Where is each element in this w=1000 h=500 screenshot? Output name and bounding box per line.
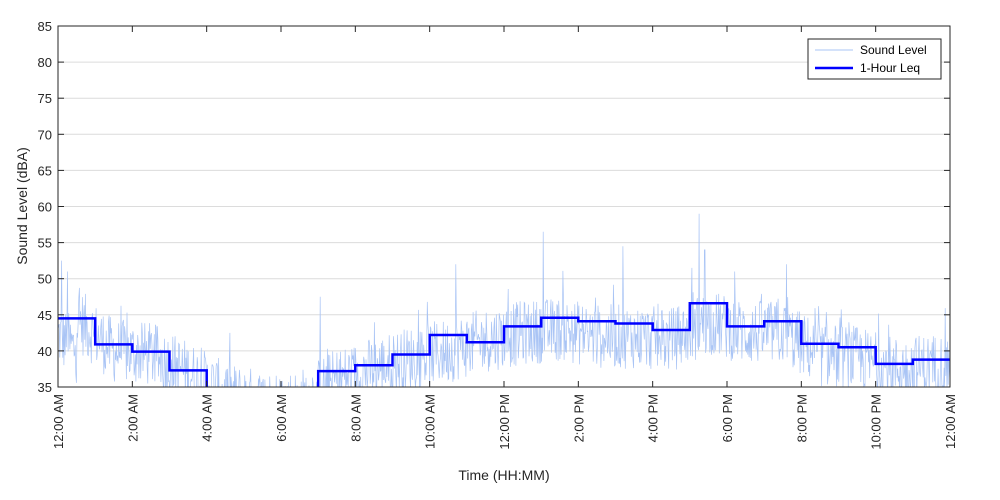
x-tick-label: 12:00 PM — [497, 394, 512, 450]
y-tick-label: 40 — [38, 344, 52, 359]
legend-box — [807, 38, 942, 80]
y-axis-title: Sound Level (dBA) — [14, 147, 30, 265]
x-tick-label: 8:00 AM — [348, 394, 363, 442]
grid-lines — [58, 61, 950, 352]
y-tick-label: 85 — [38, 19, 52, 34]
y-axis: 35 40 45 50 55 60 65 70 75 80 85 — [38, 19, 950, 395]
x-tick-label: 10:00 AM — [423, 394, 438, 449]
y-tick-label: 45 — [38, 308, 52, 323]
y-tick-label: 80 — [38, 55, 52, 70]
x-axis-title: Time (HH:MM) — [458, 467, 549, 483]
x-axis: 12:00 AM 2:00 AM 4:00 AM 6:00 AM 8:00 AM 10:0… — [51, 26, 958, 450]
y-tick-label: 60 — [38, 200, 52, 215]
legend: Sound Level 1-Hour Leq — [807, 38, 942, 80]
y-tick-label: 55 — [38, 236, 52, 251]
x-tick-label: 12:00 AM — [51, 394, 66, 449]
y-tick-label: 65 — [38, 163, 52, 178]
y-tick-label: 70 — [38, 127, 52, 142]
x-tick-label: 12:00 AM — [943, 394, 958, 449]
y-tick-label: 50 — [38, 272, 52, 287]
y-tick-label: 75 — [38, 91, 52, 106]
x-tick-label: 6:00 AM — [274, 394, 289, 442]
legend-label-leq: 1-Hour Leq — [860, 61, 920, 75]
x-tick-label: 4:00 PM — [646, 394, 661, 442]
legend-label-sound-level: Sound Level — [860, 43, 927, 57]
x-tick-label: 8:00 PM — [794, 394, 809, 442]
x-tick-label: 6:00 PM — [720, 394, 735, 442]
y-tick-label: 35 — [38, 380, 52, 395]
x-tick-label: 2:00 PM — [571, 394, 586, 442]
x-tick-label: 4:00 AM — [200, 394, 215, 442]
x-tick-label: 2:00 AM — [125, 394, 140, 442]
x-tick-label: 10:00 PM — [869, 394, 884, 450]
